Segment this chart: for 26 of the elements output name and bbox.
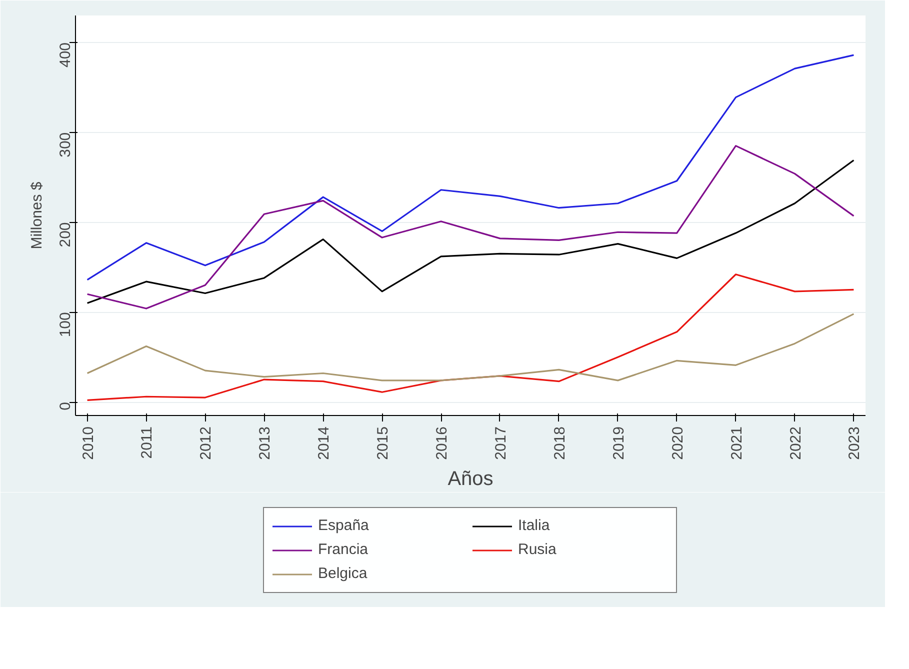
- x-tick-label: 2021: [728, 426, 746, 460]
- x-tick-label: 2010: [80, 426, 97, 460]
- x-tick-label: 2018: [551, 426, 568, 460]
- y-tick-label: 400: [57, 42, 74, 68]
- x-tick-label: 2012: [198, 426, 215, 460]
- x-tick-label: 2014: [316, 426, 333, 460]
- x-tick-label: 2019: [610, 426, 628, 460]
- x-tick-label: 2017: [492, 426, 510, 460]
- x-tick-label: 2011: [138, 426, 156, 459]
- y-tick-label: 200: [57, 222, 74, 248]
- legend-label: Italia: [518, 517, 551, 534]
- x-tick-label: 2016: [434, 426, 451, 460]
- x-tick-label: 2015: [374, 426, 392, 460]
- legend-label: España: [318, 517, 370, 534]
- x-tick-label: 2020: [669, 426, 686, 460]
- legend-label: Francia: [318, 541, 370, 558]
- x-axis-title: Años: [448, 468, 494, 490]
- y-tick-label: 0: [57, 402, 74, 410]
- legend-label: Belgica: [318, 565, 368, 582]
- y-tick-label: 100: [57, 312, 74, 338]
- legend-label: Rusia: [518, 541, 558, 558]
- y-tick-label: 300: [57, 132, 74, 158]
- x-tick-label: 2023: [846, 426, 864, 460]
- x-tick-label: 2013: [256, 426, 274, 460]
- y-axis-title: Millones $: [28, 181, 46, 250]
- x-tick-label: 2022: [787, 426, 804, 460]
